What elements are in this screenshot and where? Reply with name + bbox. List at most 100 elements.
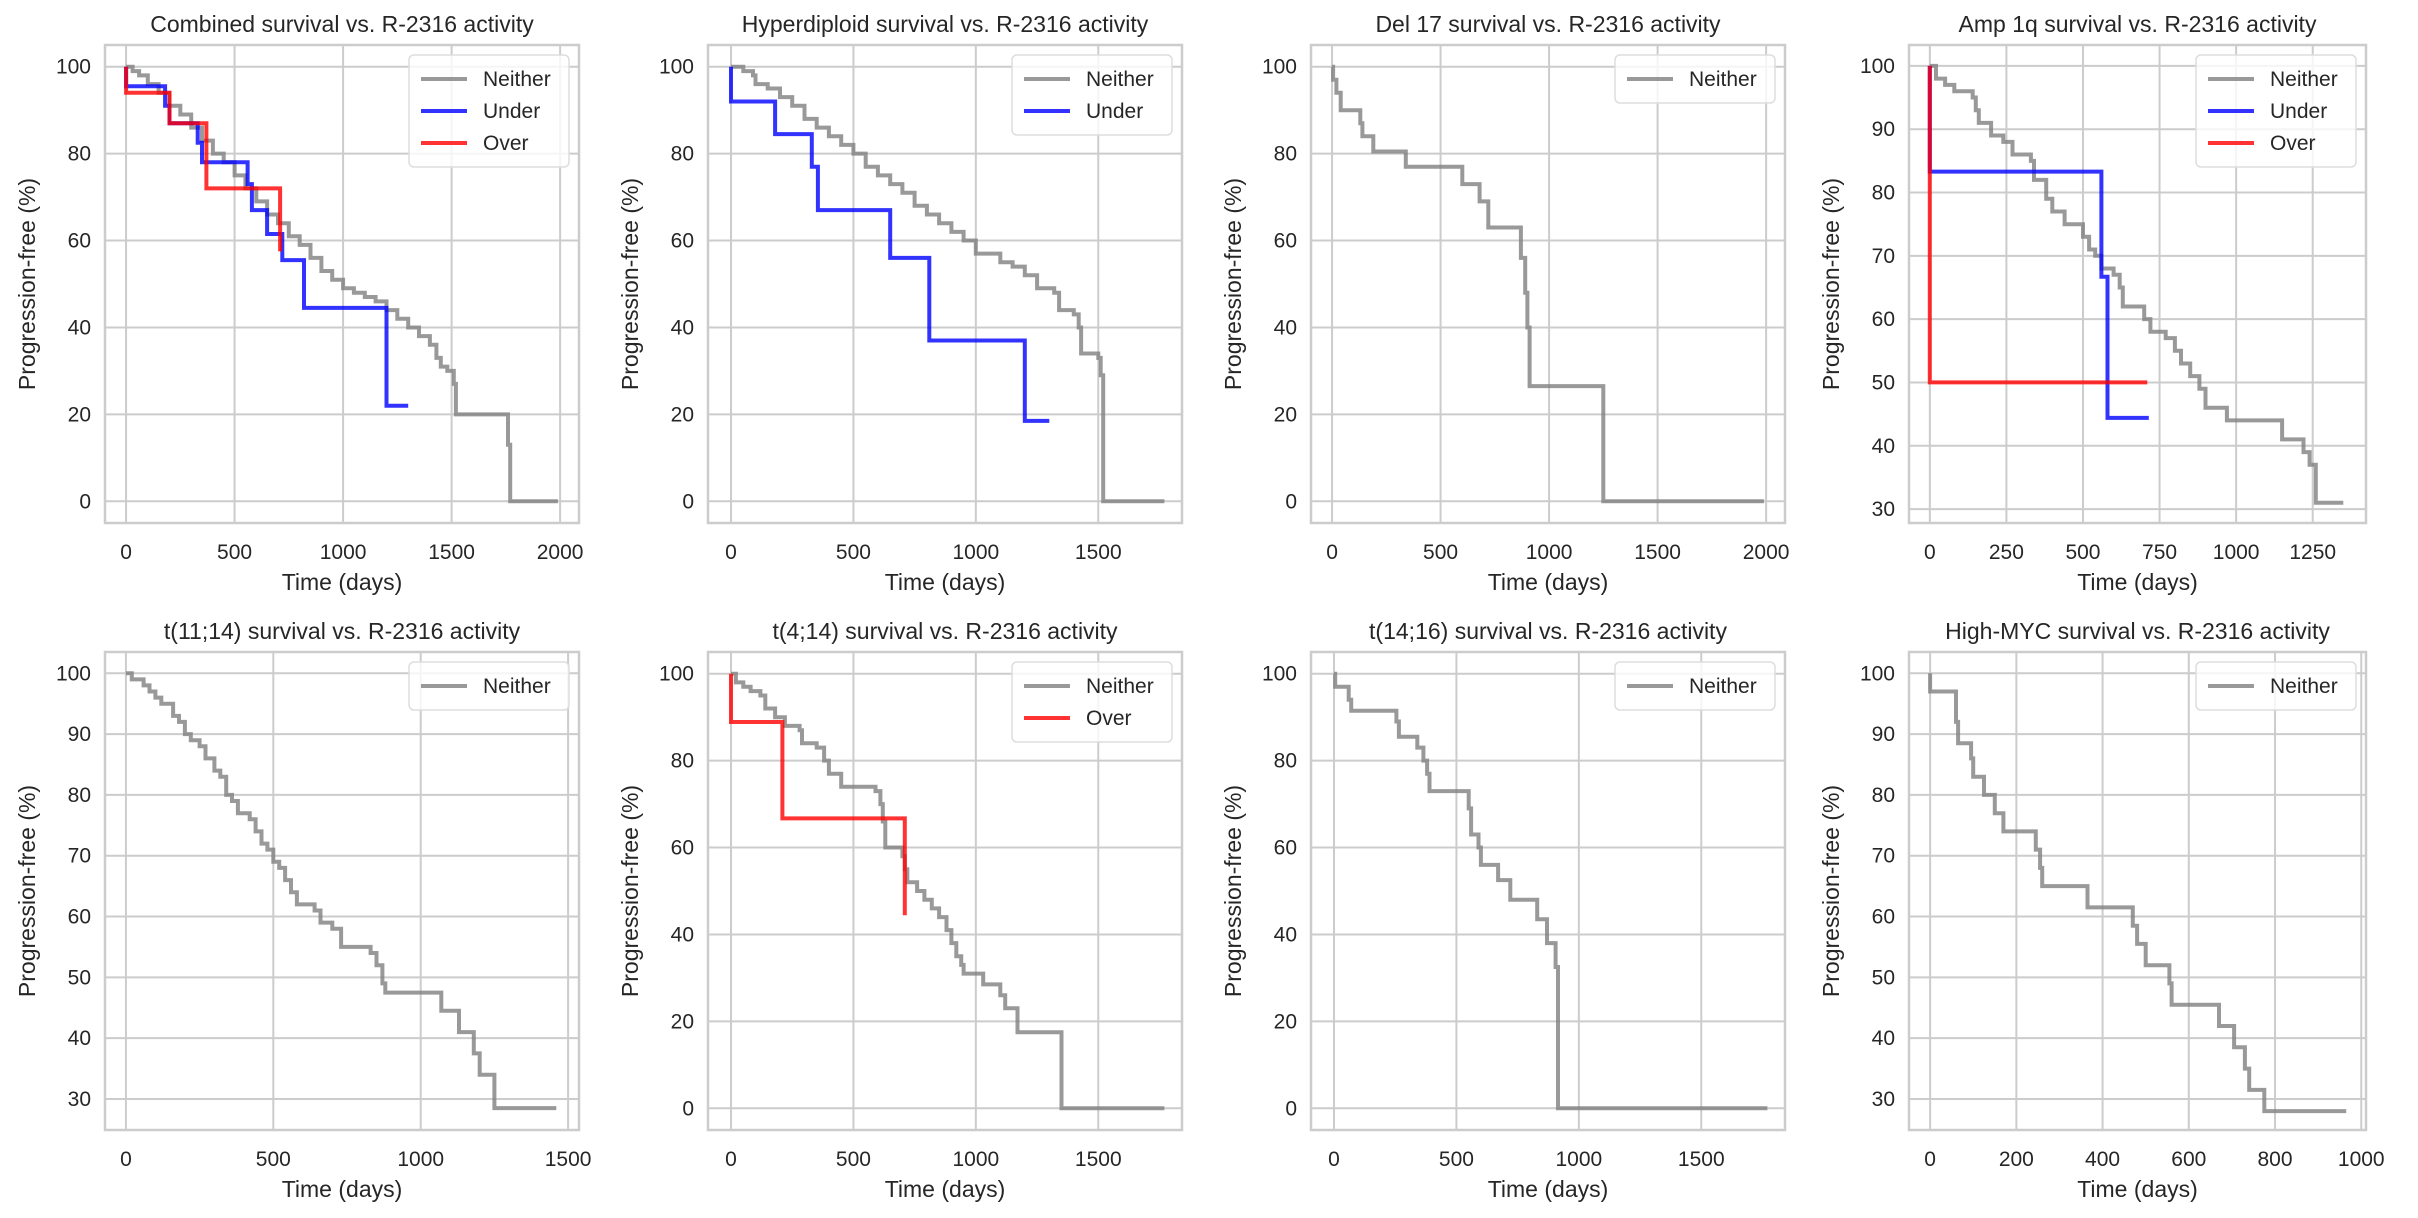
y-tick-label: 80 <box>1872 182 1895 205</box>
legend-box <box>2195 661 2357 711</box>
y-tick-label: 100 <box>1262 56 1297 79</box>
legend: Neither <box>1614 661 1776 711</box>
km-curve-over <box>729 673 907 916</box>
x-tick-label: 0 <box>1924 1148 1936 1171</box>
x-tick-label: 1250 <box>2289 541 2336 564</box>
x-tick-label: 1000 <box>320 541 367 564</box>
legend-label: Over <box>1086 707 1132 730</box>
curves <box>1333 671 1768 1111</box>
y-tick-label: 50 <box>1872 966 1895 989</box>
x-axis-label: Time (days) <box>282 569 403 595</box>
x-tick-label: 500 <box>836 541 871 564</box>
km-curve-neither <box>1333 671 1768 1111</box>
y-axis-label: Progression-free (%) <box>14 785 40 997</box>
curves <box>1331 64 1764 504</box>
km-curve-neither <box>1331 64 1764 504</box>
axes-frame <box>103 43 581 525</box>
y-tick-label: 40 <box>671 923 694 946</box>
x-tick-label: 0 <box>725 1148 737 1171</box>
x-axis-label: Time (days) <box>2077 1176 2198 1202</box>
x-tick-label: 1500 <box>545 1148 592 1171</box>
axes-frame <box>1309 650 1787 1132</box>
legend-label: Under <box>2270 100 2327 123</box>
y-tick-label: 70 <box>68 845 91 868</box>
x-axis-label: Time (days) <box>2077 569 2198 595</box>
y-tick-label: 40 <box>671 316 694 339</box>
legend: Neither Under <box>1011 54 1173 136</box>
x-tick-label: 750 <box>2142 541 2177 564</box>
y-tick-label: 90 <box>1872 723 1895 746</box>
y-tick-label: 40 <box>1872 1027 1895 1050</box>
y-tick-label: 0 <box>682 1097 694 1120</box>
x-tick-label: 1500 <box>428 541 475 564</box>
y-axis-label: Progression-free (%) <box>1818 785 1844 997</box>
legend: Neither <box>408 661 570 711</box>
curves <box>125 671 557 1111</box>
legend-box <box>1011 661 1173 743</box>
y-tick-label: 100 <box>1860 55 1895 78</box>
legend-box <box>408 54 570 168</box>
y-tick-label: 100 <box>659 663 694 686</box>
y-tick-label: 90 <box>1872 118 1895 141</box>
x-tick-label: 0 <box>120 541 132 564</box>
x-tick-label: 500 <box>836 1148 871 1171</box>
legend-label: Neither <box>2270 68 2338 91</box>
x-tick-label: 500 <box>1423 541 1458 564</box>
y-tick-label: 60 <box>1274 230 1297 253</box>
legend-label: Neither <box>1689 68 1757 91</box>
y-axis-label: Progression-free (%) <box>617 785 643 997</box>
x-tick-label: 1000 <box>1555 1148 1602 1171</box>
km-curve-under <box>729 66 1050 423</box>
legend-label: Under <box>1086 100 1143 123</box>
y-tick-label: 60 <box>1872 308 1895 331</box>
legend-box <box>408 661 570 711</box>
legend: Neither Under Over <box>2195 54 2357 168</box>
km-curve-over <box>1927 65 2148 385</box>
legend-box <box>1011 54 1173 136</box>
km-curve-over <box>124 66 283 252</box>
legend-label: Neither <box>1689 675 1757 698</box>
x-tick-label: 0 <box>1924 541 1936 564</box>
legend: Neither <box>1614 54 1776 104</box>
legend-label: Over <box>2270 132 2316 155</box>
y-tick-label: 30 <box>1872 498 1895 521</box>
y-tick-label: 20 <box>671 1010 694 1033</box>
legend-box <box>2195 54 2357 168</box>
x-tick-label: 0 <box>1326 541 1338 564</box>
legend-label: Under <box>483 100 540 123</box>
y-tick-label: 80 <box>1274 143 1297 166</box>
y-axis-label: Progression-free (%) <box>617 178 643 390</box>
y-tick-label: 40 <box>1274 316 1297 339</box>
y-axis-label: Progression-free (%) <box>1220 178 1246 390</box>
x-tick-label: 800 <box>2258 1148 2293 1171</box>
y-axis-label: Progression-free (%) <box>1220 785 1246 997</box>
x-axis-label: Time (days) <box>1488 1176 1609 1202</box>
km-curve-neither <box>1928 673 2347 1114</box>
y-tick-label: 100 <box>56 662 91 685</box>
x-tick-label: 0 <box>725 541 737 564</box>
x-tick-label: 400 <box>2085 1148 2120 1171</box>
curves <box>124 64 558 504</box>
y-tick-label: 0 <box>1285 490 1297 513</box>
y-axis-label: Progression-free (%) <box>14 178 40 390</box>
x-tick-label: 1500 <box>1634 541 1681 564</box>
curves <box>1927 63 2344 505</box>
x-tick-label: 1000 <box>952 1148 999 1171</box>
x-tick-label: 1000 <box>2213 541 2260 564</box>
x-tick-label: 2000 <box>537 541 584 564</box>
y-tick-label: 0 <box>79 490 91 513</box>
legend-label: Neither <box>483 675 551 698</box>
axes-frame <box>1309 43 1787 525</box>
y-tick-label: 60 <box>68 906 91 929</box>
legend-label: Neither <box>2270 675 2338 698</box>
legend-box <box>1614 54 1776 104</box>
x-tick-label: 500 <box>217 541 252 564</box>
x-axis-label: Time (days) <box>282 1176 403 1202</box>
y-tick-label: 20 <box>1274 403 1297 426</box>
y-axis-label: Progression-free (%) <box>1818 178 1844 390</box>
